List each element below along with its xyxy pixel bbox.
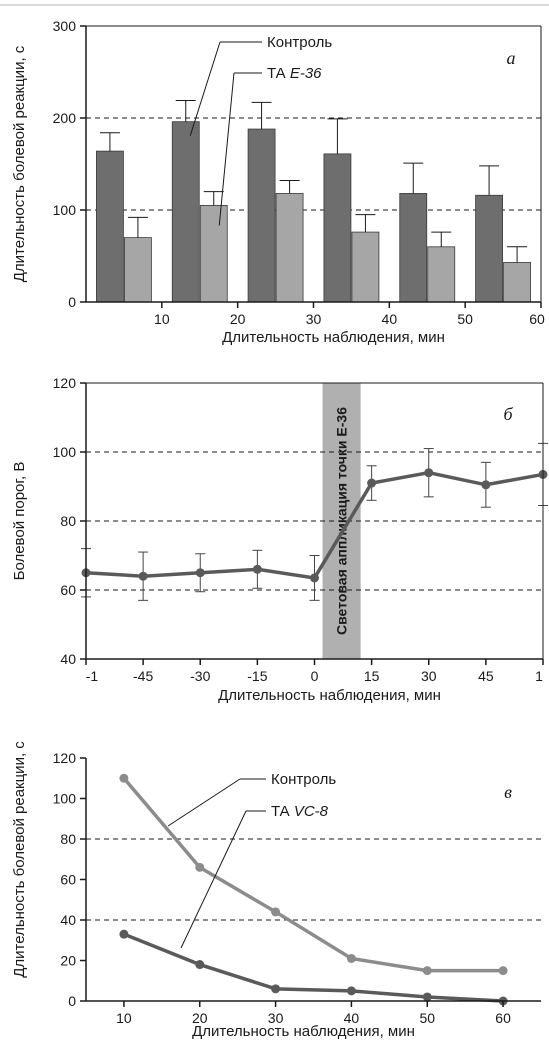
y-tick-label-300: 300 — [53, 18, 77, 34]
data-point-7 — [481, 480, 491, 490]
y-axis-title: Болевой порог, В — [11, 462, 28, 581]
bar-treatment-1 — [199, 204, 228, 303]
x-tick-label-2: -30 — [190, 668, 210, 684]
y-tick-label-0: 0 — [68, 993, 76, 1009]
x-axis-title: Длительность наблюдения, мин — [218, 687, 441, 704]
data-point-1 — [138, 571, 148, 581]
chart-panel-a: 0 100 200 300 10 20 30 40 50 60 Длительность наблю… — [11, 18, 545, 346]
x-tick-label-60: 60 — [529, 311, 545, 327]
bar-control-5 — [475, 194, 503, 303]
annotation-treatment-code: E-36 — [290, 65, 322, 82]
x-axis-title: Длительность наблюдения, мин — [222, 329, 445, 346]
panel-letter: в — [504, 782, 512, 802]
bar-control-3 — [323, 153, 352, 303]
x-tick-label-30: 30 — [306, 311, 322, 327]
chart-panel-b: Световая аппликация точки Е-364060801001… — [11, 375, 548, 704]
bar-treatment-3 — [351, 231, 380, 303]
x-tick-label-50: 50 — [457, 311, 473, 327]
y-tick-label-0: 0 — [68, 294, 76, 310]
x-tick-label-10: 10 — [116, 1010, 132, 1026]
bar-treatment-2 — [275, 193, 304, 303]
y-tick-label-40: 40 — [60, 912, 76, 928]
annotation-treatment: ТА VC-8 — [271, 803, 329, 820]
x-tick-label-20: 20 — [192, 1010, 208, 1026]
y-tick-label-60: 60 — [60, 582, 76, 598]
x-tick-label-3: -15 — [247, 668, 267, 684]
chart-panel-c: 0 20 40 60 80 100 120 10 20 30 40 50 60 Длительность … — [11, 741, 541, 1040]
x-tick-label-40: 40 — [382, 311, 398, 327]
y-tick-label-120: 120 — [53, 750, 77, 766]
y-axis-title: Длительность болевой реакции, с — [11, 741, 28, 978]
y-axis-title: Длительность болевой реакции, с — [11, 45, 28, 282]
y-tick-label-40: 40 — [60, 651, 76, 667]
data-point-4 — [310, 573, 319, 583]
data-point-treatment-4 — [422, 992, 432, 1002]
data-point-3 — [252, 564, 262, 574]
bar-control-1 — [171, 121, 200, 303]
x-tick-label-8: 1 — [535, 668, 543, 684]
annotation-treatment: ТА E-36 — [267, 65, 322, 82]
y-tick-label-80: 80 — [60, 831, 76, 847]
y-tick-label-80: 80 — [60, 513, 76, 529]
x-tick-label-4: 0 — [311, 668, 319, 684]
x-tick-label-10: 10 — [154, 311, 170, 327]
x-tick-label-7: 45 — [478, 668, 494, 684]
panel-letter: а — [507, 48, 516, 68]
x-tick-label-20: 20 — [230, 311, 246, 327]
y-tick-label-20: 20 — [60, 953, 76, 969]
data-point-6 — [424, 468, 434, 478]
bar-control-4 — [399, 193, 428, 303]
annotation-treatment-prefix: ТА — [271, 803, 294, 820]
bar-control-0 — [96, 150, 124, 303]
data-point-control-2 — [271, 907, 281, 917]
data-point-treatment-1 — [195, 960, 205, 970]
bar-treatment-0 — [124, 237, 152, 303]
y-tick-label-100: 100 — [53, 791, 77, 807]
data-point-treatment-2 — [271, 984, 281, 994]
x-tick-label-5: 15 — [364, 668, 380, 684]
leader-treatment — [180, 810, 247, 949]
leader-control — [167, 778, 241, 827]
x-tick-label-30: 30 — [268, 1010, 284, 1026]
leader-treatment — [218, 72, 235, 226]
data-point-control-4 — [422, 966, 432, 976]
y-tick-label-100: 100 — [53, 202, 77, 218]
annotation-treatment-code: VC-8 — [294, 803, 329, 820]
data-point-control-0 — [119, 773, 129, 783]
data-point-control-1 — [195, 862, 205, 872]
annotation-treatment-prefix: ТА — [267, 65, 290, 82]
x-tick-label-50: 50 — [419, 1010, 435, 1026]
y-tick-label-60: 60 — [60, 872, 76, 888]
x-axis-title: Длительность наблюдения, мин — [192, 1023, 415, 1040]
panel-letter: б — [503, 404, 513, 424]
data-point-control-5 — [498, 966, 508, 976]
x-tick-label-6: 30 — [421, 668, 437, 684]
series-line-control — [122, 777, 504, 973]
y-tick-label-120: 120 — [53, 375, 77, 391]
x-tick-label-60: 60 — [495, 1010, 511, 1026]
data-point-control-3 — [346, 953, 356, 963]
data-point-treatment-0 — [119, 929, 129, 939]
bar-control-2 — [247, 128, 276, 303]
data-point-treatment-3 — [346, 986, 356, 996]
annotation-control: Контроль — [267, 34, 332, 51]
y-tick-label-100: 100 — [53, 444, 77, 460]
y-tick-label-200: 200 — [53, 110, 77, 126]
x-tick-label-40: 40 — [344, 1010, 360, 1026]
bar-treatment-4 — [427, 246, 456, 303]
bar-treatment-5 — [503, 262, 531, 303]
data-point-5 — [367, 478, 377, 488]
annotation-control: Контроль — [271, 771, 336, 788]
x-tick-label-1: -45 — [133, 668, 153, 684]
x-tick-label-0: -1 — [86, 668, 99, 684]
leader-control — [189, 41, 221, 136]
series-line-treatment — [123, 932, 504, 1003]
data-point-2 — [195, 568, 205, 578]
